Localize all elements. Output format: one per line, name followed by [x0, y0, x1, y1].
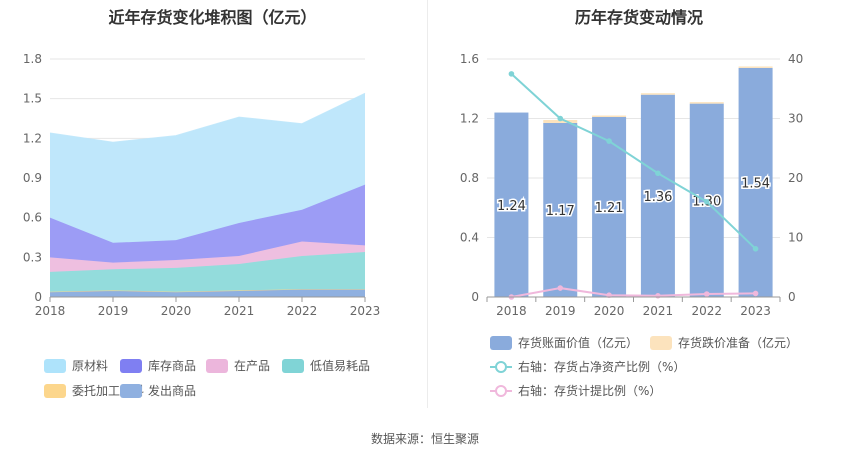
area-原材料 — [50, 93, 365, 243]
legend-label-库存商品: 库存商品 — [148, 358, 196, 373]
left-y-tick-label: 0.6 — [23, 211, 42, 225]
bar-inventory-reserve — [543, 119, 578, 123]
area-低值易耗品 — [50, 252, 365, 292]
bar-inventory-value — [592, 117, 627, 297]
right-x-tick-label: 2019 — [545, 304, 576, 318]
right-right-y-tick-label: 10 — [788, 231, 803, 245]
bar-data-label: 1.54 — [741, 176, 770, 191]
legend-swatch-库存商品 — [120, 359, 142, 373]
line-point — [752, 290, 759, 297]
bar-inventory-reserve — [640, 93, 675, 95]
legend-swatch-inventory-value — [490, 336, 512, 350]
line-右轴：存货计提比例（%） — [511, 287, 756, 298]
bar-data-label: 1.24 — [497, 199, 526, 214]
legend-swatch-发出商品 — [120, 384, 142, 398]
bar-inventory-value — [640, 94, 675, 297]
legend-label-inventory-value: 存货账面价值（亿元） — [518, 335, 638, 350]
line-point — [557, 115, 564, 122]
right-x-tick-label: 2020 — [594, 304, 625, 318]
legend-label-原材料: 原材料 — [72, 359, 108, 373]
right-right-y-tick-label: 20 — [788, 171, 803, 185]
line-point — [703, 291, 710, 297]
bar-inventory-reserve — [689, 102, 724, 104]
legend-label-line: 右轴：存货计提比例（%） — [518, 383, 661, 398]
right-x-tick-label: 2021 — [643, 304, 674, 318]
chart-divider — [427, 0, 428, 408]
right-right-y-tick-label: 30 — [788, 112, 803, 126]
area-库存商品 — [50, 184, 365, 263]
legend-label-inventory-reserve: 存货跌价准备（亿元） — [678, 335, 798, 350]
legend-swatch-低值易耗品 — [282, 359, 304, 373]
left-x-tick-label: 2021 — [224, 304, 255, 318]
legend-swatch-inventory-reserve — [650, 336, 672, 350]
bar-inventory-value — [494, 112, 529, 297]
line-point — [508, 71, 515, 77]
legend-label-发出商品: 发出商品 — [148, 383, 196, 398]
left-x-tick-label: 2019 — [98, 304, 129, 318]
bar-data-label: 1.17 — [546, 204, 575, 219]
bar-data-label: 1.21 — [595, 201, 624, 216]
bar-inventory-value — [543, 122, 578, 298]
bar-data-label: 1.36 — [643, 190, 672, 205]
right-chart-title: 历年存货变动情况 — [574, 8, 703, 27]
right-x-tick-label: 2018 — [496, 304, 527, 318]
right-left-y-tick-label: 0 — [471, 290, 479, 304]
bar-inventory-reserve — [592, 115, 627, 118]
bar-inventory-reserve — [738, 66, 773, 68]
right-left-y-tick-label: 1.6 — [460, 52, 479, 66]
line-point — [655, 293, 661, 299]
right-left-y-tick-label: 0.4 — [460, 231, 479, 245]
right-right-y-tick-label: 0 — [788, 290, 796, 304]
line-右轴：存货占净资产比例（%） — [510, 73, 757, 250]
left-x-tick-label: 2018 — [35, 304, 66, 318]
legend-label-在产品: 在产品 — [234, 359, 270, 373]
right-x-tick-label: 2023 — [740, 304, 771, 318]
right-right-y-tick-label: 40 — [788, 52, 803, 66]
left-x-tick-label: 2022 — [287, 304, 318, 318]
left-y-tick-label: 1.5 — [23, 92, 42, 106]
legend-swatch-原材料 — [44, 359, 66, 373]
area-在产品 — [50, 241, 365, 272]
line-point — [752, 246, 759, 252]
legend-line-marker — [495, 361, 507, 373]
left-chart-title: 近年存货变化堆积图（亿元） — [108, 8, 317, 27]
area-edge-原材料 — [49, 92, 366, 143]
line-point — [557, 285, 564, 291]
bar-inventory-value — [738, 67, 773, 297]
left-y-tick-label: 0.9 — [23, 171, 42, 185]
right-left-y-tick-label: 0.8 — [460, 171, 479, 185]
left-y-tick-label: 1.2 — [23, 131, 42, 145]
legend-label-低值易耗品: 低值易耗品 — [310, 358, 370, 373]
left-y-tick-label: 1.8 — [23, 52, 42, 66]
line-point — [703, 199, 710, 205]
left-y-tick-label: 0 — [34, 290, 42, 304]
right-left-y-tick-label: 1.2 — [460, 112, 479, 126]
legend-swatch-委托加工材料 — [44, 384, 66, 398]
line-point — [606, 138, 612, 144]
charts-canvas: 0 0.3 0.6 0.9 1.2 1.5 1.8 2018 2019 2020 2021 2022 2… — [23, 52, 803, 398]
left-y-tick-label: 0.3 — [23, 250, 42, 264]
right-x-tick-label: 2022 — [691, 304, 722, 318]
left-x-tick-label: 2023 — [350, 304, 381, 318]
line-point — [655, 170, 661, 177]
legend-swatch-在产品 — [206, 359, 228, 373]
source-note: 数据来源：恒生聚源 — [370, 432, 479, 446]
legend-label-line: 右轴：存货占净资产比例（%） — [518, 359, 685, 374]
legend-line-marker — [495, 385, 507, 397]
left-x-tick-label: 2020 — [161, 304, 192, 318]
